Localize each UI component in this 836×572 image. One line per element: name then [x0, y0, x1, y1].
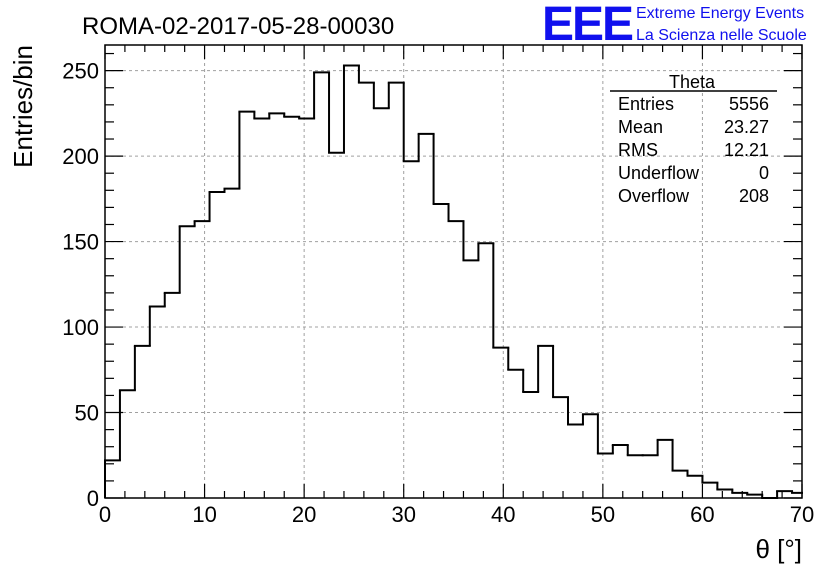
eee-logo: EEE Extreme Energy Events La Scienza nel…: [542, 0, 807, 51]
y-tick-label: 150: [62, 230, 99, 255]
x-tick-label: 50: [591, 502, 615, 527]
stats-value-overflow: 208: [739, 186, 769, 206]
plot-area-border: [104, 44, 803, 499]
x-axis: 0 10 20 30 40 50 60 70: [99, 45, 814, 527]
x-axis-label: θ [°]: [755, 534, 802, 564]
stats-value-rms: 12.21: [724, 140, 769, 160]
plot-frame: [104, 44, 803, 499]
x-tick-label: 60: [690, 502, 714, 527]
stats-label-mean: Mean: [618, 117, 663, 137]
stats-label-entries: Entries: [618, 94, 674, 114]
stats-value-underflow: 0: [759, 163, 769, 183]
chart-title: ROMA-02-2017-05-28-00030: [82, 13, 394, 40]
y-tick-label: 100: [62, 315, 99, 340]
stats-label-overflow: Overflow: [618, 186, 690, 206]
x-tick-label: 20: [292, 502, 316, 527]
stats-box: Theta Entries 5556 Mean 23.27 RMS 12.21 Underf…: [610, 72, 777, 206]
stats-title: Theta: [669, 72, 716, 92]
x-tick-label: 10: [192, 502, 216, 527]
logo-mark: EEE: [542, 0, 633, 51]
y-axis: 0 50 100 150 200 250: [62, 52, 802, 511]
stats-label-rms: RMS: [618, 140, 658, 160]
x-tick-label: 30: [391, 502, 415, 527]
y-axis-label: Entries/bin: [8, 45, 38, 168]
y-tick-label: 0: [87, 486, 99, 511]
stats-label-underflow: Underflow: [618, 163, 700, 183]
y-tick-label: 50: [75, 401, 99, 426]
logo-line-1: Extreme Energy Events: [636, 5, 804, 22]
stats-value-entries: 5556: [729, 94, 769, 114]
stats-value-mean: 23.27: [724, 117, 769, 137]
histogram-series: [104, 64, 803, 499]
y-tick-label: 200: [62, 144, 99, 169]
grid: [105, 45, 802, 498]
x-tick-label: 0: [99, 502, 111, 527]
x-tick-label: 70: [790, 502, 814, 527]
x-tick-label: 40: [491, 502, 515, 527]
y-tick-label: 250: [62, 59, 99, 84]
logo-line-2: La Scienza nelle Scuole: [636, 27, 807, 44]
